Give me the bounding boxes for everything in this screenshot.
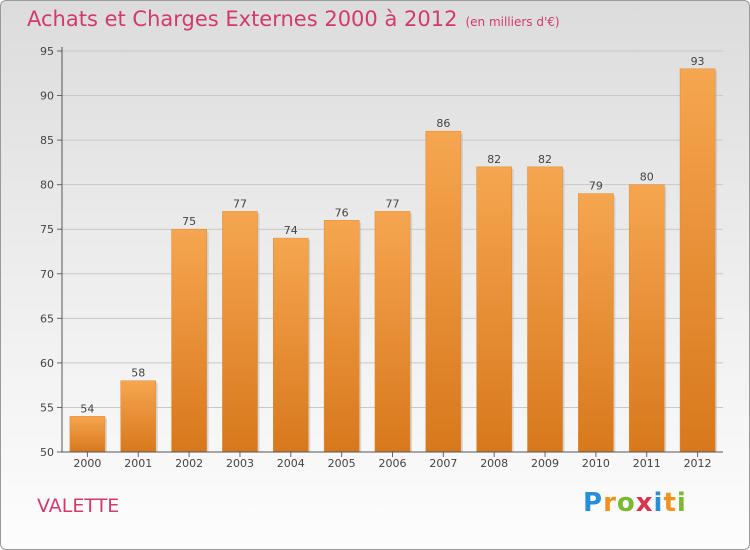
proxiti-logo[interactable]: Proxiti [583, 488, 687, 518]
bar-value-label: 93 [691, 55, 705, 68]
bar[interactable] [476, 166, 512, 453]
x-tick-label: 2005 [328, 457, 356, 470]
bar-value-label: 75 [182, 215, 196, 228]
x-tick-label: 2003 [226, 457, 254, 470]
x-tick-label: 2000 [73, 457, 101, 470]
bar[interactable] [578, 193, 614, 453]
y-tick-label: 95 [40, 45, 54, 58]
bar[interactable] [69, 416, 106, 453]
logo-letter: r [603, 488, 617, 518]
x-tick-label: 2009 [531, 457, 559, 470]
bar-value-label: 77 [386, 197, 400, 210]
chart-title: Achats et Charges Externes 2000 à 2012 (e… [27, 7, 560, 31]
y-tick-label: 85 [40, 134, 54, 147]
y-tick-label: 75 [40, 223, 54, 236]
x-tick-label: 2001 [124, 457, 152, 470]
bar[interactable] [425, 130, 462, 453]
bar[interactable] [679, 68, 716, 453]
bar[interactable] [527, 166, 563, 453]
x-tick-label: 2006 [379, 457, 407, 470]
bar-value-label: 82 [487, 153, 501, 166]
x-tick-label: 2012 [684, 457, 712, 470]
logo-letter: i [676, 488, 687, 518]
y-tick-label: 50 [40, 446, 54, 459]
bar-value-label: 82 [538, 153, 552, 166]
bar[interactable] [323, 220, 360, 453]
bar[interactable] [120, 380, 157, 453]
y-tick-label: 65 [40, 312, 54, 325]
bar[interactable] [273, 237, 309, 453]
bar[interactable] [222, 211, 258, 453]
y-tick-label: 55 [40, 401, 54, 414]
y-tick-label: 60 [40, 357, 54, 370]
y-tick-label: 70 [40, 268, 54, 281]
commune-name: VALETTE [37, 495, 120, 517]
logo-letter: x [635, 488, 654, 518]
bar-value-label: 80 [640, 171, 654, 184]
bar-value-label: 54 [80, 402, 94, 415]
bar-value-label: 86 [436, 117, 450, 130]
title-text: Achats et Charges Externes 2000 à 2012 [27, 7, 458, 31]
bar-value-label: 79 [589, 180, 603, 193]
logo-letter: i [653, 488, 664, 518]
x-tick-label: 2004 [277, 457, 305, 470]
x-tick-label: 2011 [633, 457, 661, 470]
x-tick-label: 2010 [582, 457, 610, 470]
x-tick-label: 2002 [175, 457, 203, 470]
x-tick-label: 2007 [429, 457, 457, 470]
chart-subtitle: (en milliers d'€) [465, 15, 560, 29]
bar-value-label: 76 [335, 206, 349, 219]
logo-letter: P [583, 488, 604, 518]
bar-value-label: 77 [233, 197, 247, 210]
logo-letter: t [663, 488, 677, 518]
bar[interactable] [628, 184, 665, 453]
bar-value-label: 58 [131, 367, 145, 380]
x-tick-label: 2008 [480, 457, 508, 470]
y-tick-label: 80 [40, 179, 54, 192]
bar[interactable] [374, 211, 411, 453]
bar[interactable] [171, 228, 207, 453]
bar-value-label: 74 [284, 224, 298, 237]
y-tick-label: 90 [40, 90, 54, 103]
logo-letter: o [616, 488, 636, 518]
